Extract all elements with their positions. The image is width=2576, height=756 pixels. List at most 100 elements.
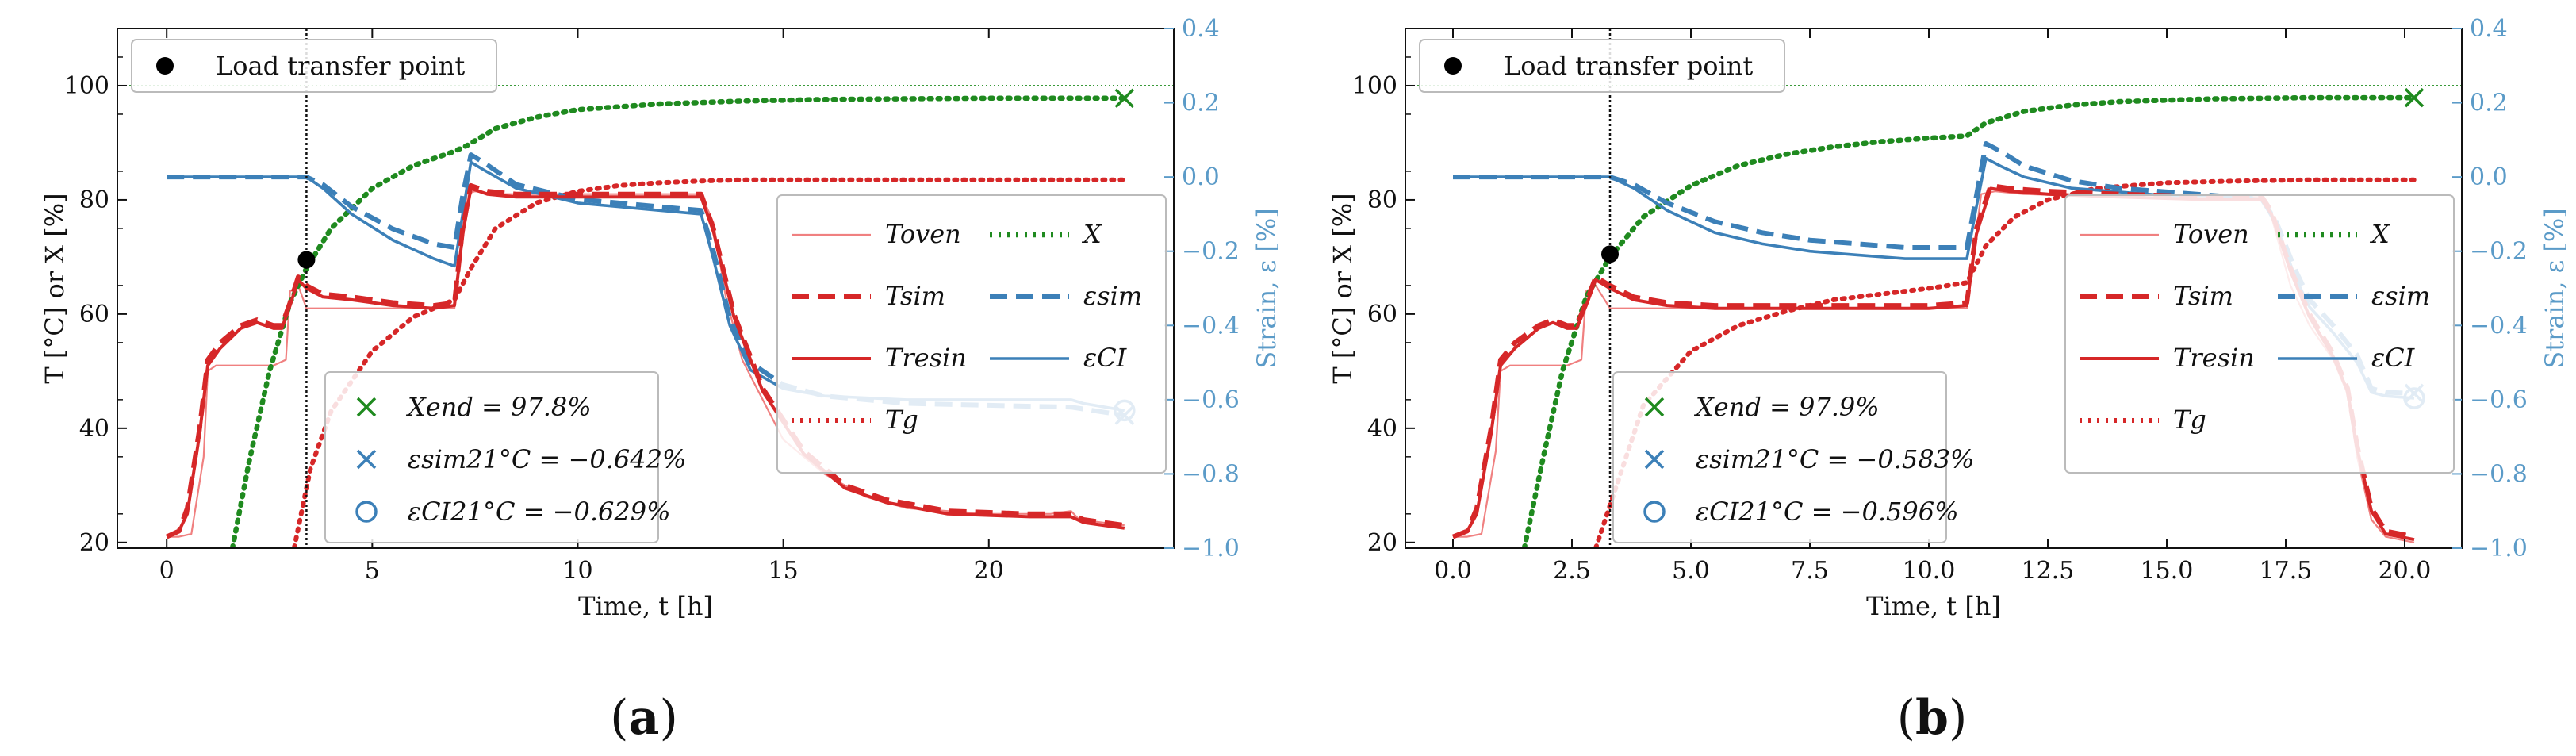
legend-label-t-resin: Tresin xyxy=(2173,343,2255,373)
end-marker-x-end xyxy=(2404,87,2425,108)
y-right-tick-label: −0.8 xyxy=(2470,460,2528,488)
legend-label-eps-sim: εsim xyxy=(2371,281,2430,311)
y-right-tick-label: −0.2 xyxy=(1182,238,1240,266)
panel-b: 0.0 2.5 5.0 7.5 10.0 12.5 15.0 17.5 20.0 20 40 60 80… xyxy=(1328,15,2570,746)
y-tick-label: 80 xyxy=(1367,186,1397,214)
legend-load-marker xyxy=(156,57,174,75)
end-marker-x-end xyxy=(1114,88,1135,109)
y-right-tick-label: 0.2 xyxy=(2470,90,2508,117)
legend-end-marker-x-end xyxy=(1644,397,1665,417)
legend-label-t-sim: Tsim xyxy=(885,281,945,311)
y-right-tick-label: −0.6 xyxy=(2470,386,2528,414)
panel-label-letter: b xyxy=(1915,690,1949,746)
panel-label-open: ( xyxy=(610,690,628,746)
x-axis-label: Time, t [h] xyxy=(1866,591,2001,621)
legend-label-t-resin: Tresin xyxy=(885,343,967,373)
legend-end-marker-eps-ci xyxy=(355,501,378,523)
legend-label-t-g: Tg xyxy=(2173,405,2206,435)
y-tick-label: 20 xyxy=(1367,529,1397,557)
panel-label-close: ) xyxy=(1949,690,1967,746)
panel-label: (a) xyxy=(610,690,678,746)
legend-load-box xyxy=(131,39,497,93)
legend-end-label: εsim21°C = −0.583% xyxy=(1696,444,1974,474)
x-tick-label: 15 xyxy=(769,557,799,585)
y-tick-label: 100 xyxy=(64,72,109,100)
y-right-tick-label: 0.0 xyxy=(1182,163,1220,191)
x-tick-label: 20 xyxy=(974,557,1004,585)
y-tick-label: 40 xyxy=(1367,415,1397,443)
legend-end-label: εsim21°C = −0.642% xyxy=(408,444,686,474)
legend-load-marker xyxy=(1444,57,1462,75)
y-right-tick-label: −0.2 xyxy=(2470,238,2528,266)
x-tick-label: 10.0 xyxy=(1903,557,1956,585)
plot-frame xyxy=(117,28,1175,549)
y-right-tick-label: −0.8 xyxy=(1182,460,1240,488)
panel-label-letter: a xyxy=(629,690,660,746)
x-tick-label: 17.5 xyxy=(2260,557,2313,585)
y-axis-label: T [°C] or X [%] xyxy=(40,193,70,383)
x-tick-label: 0 xyxy=(159,557,174,585)
y-right-tick-label: 0.4 xyxy=(2470,15,2508,43)
legend-end-box xyxy=(1612,371,1947,543)
legend-series-box xyxy=(776,194,1167,474)
legend-label-t-oven: Toven xyxy=(2173,219,2249,249)
panel-label-close: ) xyxy=(659,690,677,746)
panel-label: (b) xyxy=(1897,690,1968,746)
y-right-axis-label: Strain, ε [%] xyxy=(2540,208,2570,368)
legend-end-label: εCI21°C = −0.596% xyxy=(1696,497,1958,527)
y-tick-label: 80 xyxy=(79,186,109,214)
legend-load-label: Load transfer point xyxy=(216,51,465,81)
plot-frame xyxy=(1405,28,2463,549)
x-tick-label: 15.0 xyxy=(2141,557,2194,585)
y-right-tick-label: −0.4 xyxy=(1182,312,1240,340)
y-right-tick-label: −0.4 xyxy=(2470,312,2528,340)
load-transfer-point xyxy=(1601,245,1619,263)
legend-label-eps-sim: εsim xyxy=(1083,281,1142,311)
legend-end-marker-eps-sim xyxy=(1644,449,1665,470)
legend-load-box xyxy=(1419,39,1785,93)
x-tick-label: 5.0 xyxy=(1672,557,1710,585)
x-axis-label: Time, t [h] xyxy=(578,591,713,621)
x-tick-label: 7.5 xyxy=(1791,557,1829,585)
legend-label-t-oven: Toven xyxy=(885,219,961,249)
x-tick-label: 10 xyxy=(562,557,592,585)
y-right-tick-label: −0.6 xyxy=(1182,386,1240,414)
x-tick-label: 0.0 xyxy=(1434,557,1472,585)
legend-label-t-sim: Tsim xyxy=(2173,281,2233,311)
y-axis-label: T [°C] or X [%] xyxy=(1328,193,1358,383)
x-tick-label: 12.5 xyxy=(2022,557,2075,585)
y-tick-label: 60 xyxy=(79,301,109,328)
legend-label-eps-ci: εCI xyxy=(2371,343,2416,373)
legend-load-label: Load transfer point xyxy=(1504,51,1753,81)
y-right-tick-label: 0.4 xyxy=(1182,15,1220,43)
legend-series-box xyxy=(2064,194,2455,474)
series-line-x xyxy=(1521,94,2417,548)
legend-end-label: Xend = 97.8% xyxy=(405,392,592,422)
y-right-tick-label: 0.2 xyxy=(1182,90,1220,117)
series-line-t-g xyxy=(1593,177,2417,548)
y-right-tick-label: −1.0 xyxy=(1182,535,1240,562)
load-transfer-point xyxy=(297,251,316,269)
panel-a: 0 5 10 15 20 20 40 60 80 100 −1.0 −0.8 −0.6 −0.4 −0.2 0… xyxy=(40,15,1282,746)
panel-label-open: ( xyxy=(1897,690,1915,746)
legend-end-label: εCI21°C = −0.629% xyxy=(408,497,670,527)
legend-end-box xyxy=(324,371,659,543)
y-right-tick-label: 0.0 xyxy=(2470,163,2508,191)
legend-label-eps-ci: εCI xyxy=(1083,343,1128,373)
series-line-t-sim xyxy=(165,182,1125,539)
y-tick-label: 100 xyxy=(1352,72,1397,100)
legend-label-x: X xyxy=(2369,219,2390,249)
legend-end-marker-eps-sim xyxy=(356,449,377,470)
x-tick-label: 2.5 xyxy=(1553,557,1591,585)
x-tick-label: 20.0 xyxy=(2379,557,2432,585)
legend-end-label: Xend = 97.9% xyxy=(1693,392,1880,422)
legend-end-marker-eps-ci xyxy=(1643,501,1666,523)
y-tick-label: 60 xyxy=(1367,301,1397,328)
legend-end-marker-x-end xyxy=(356,397,377,417)
y-tick-label: 40 xyxy=(79,415,109,443)
x-tick-label: 5 xyxy=(365,557,380,585)
legend-label-x: X xyxy=(1081,219,1102,249)
y-right-tick-label: −1.0 xyxy=(2470,535,2528,562)
y-tick-label: 20 xyxy=(79,529,109,557)
